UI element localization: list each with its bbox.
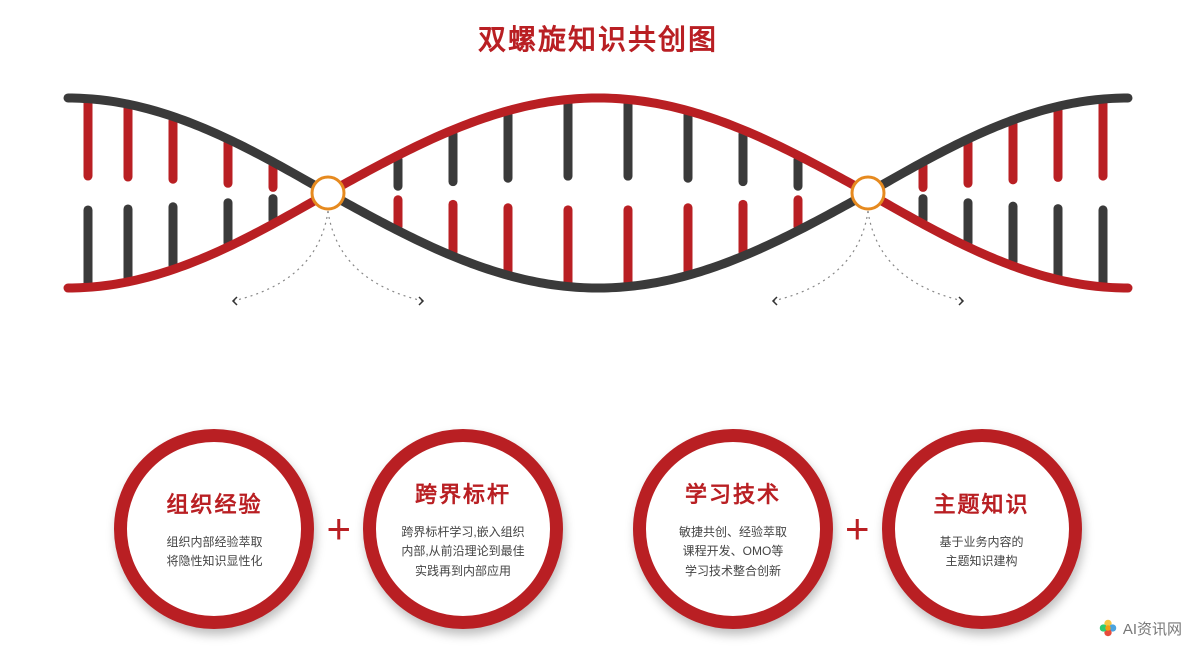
- concept-circle: 主题知识基于业务内容的 主题知识建构: [882, 429, 1082, 629]
- circle-title: 跨界标杆: [415, 477, 511, 509]
- circles-row: 组织经验组织内部经验萃取 将隐性知识显性化+跨界标杆跨界标杆学习,嵌入组织 内部…: [0, 429, 1196, 629]
- plus-icon: +: [326, 505, 351, 553]
- concept-circle: 学习技术敏捷共创、经验萃取 课程开发、OMO等 学习技术整合创新: [633, 429, 833, 629]
- watermark: AI资讯网: [1097, 617, 1182, 639]
- flower-icon: [1097, 617, 1119, 639]
- circle-group: 学习技术敏捷共创、经验萃取 课程开发、OMO等 学习技术整合创新+主题知识基于业…: [633, 429, 1082, 629]
- circle-title: 主题知识: [934, 487, 1030, 519]
- helix-diagram: [48, 78, 1148, 308]
- circle-desc: 敏捷共创、经验萃取 课程开发、OMO等 学习技术整合创新: [661, 523, 805, 581]
- plus-icon: +: [845, 505, 870, 553]
- circle-desc: 跨界标杆学习,嵌入组织 内部,从前沿理论到最佳 实践再到内部应用: [383, 523, 542, 581]
- circle-group: 组织经验组织内部经验萃取 将隐性知识显性化+跨界标杆跨界标杆学习,嵌入组织 内部…: [114, 429, 563, 629]
- concept-circle: 组织经验组织内部经验萃取 将隐性知识显性化: [114, 429, 314, 629]
- concept-circle: 跨界标杆跨界标杆学习,嵌入组织 内部,从前沿理论到最佳 实践再到内部应用: [363, 429, 563, 629]
- circle-title: 学习技术: [685, 477, 781, 509]
- watermark-text: AI资讯网: [1123, 618, 1182, 639]
- circle-desc: 组织内部经验萃取 将隐性知识显性化: [148, 533, 280, 571]
- circle-title: 组织经验: [166, 487, 262, 519]
- circle-desc: 基于业务内容的 主题知识建构: [922, 533, 1042, 571]
- diagram-title: 双螺旋知识共创图: [0, 0, 1196, 58]
